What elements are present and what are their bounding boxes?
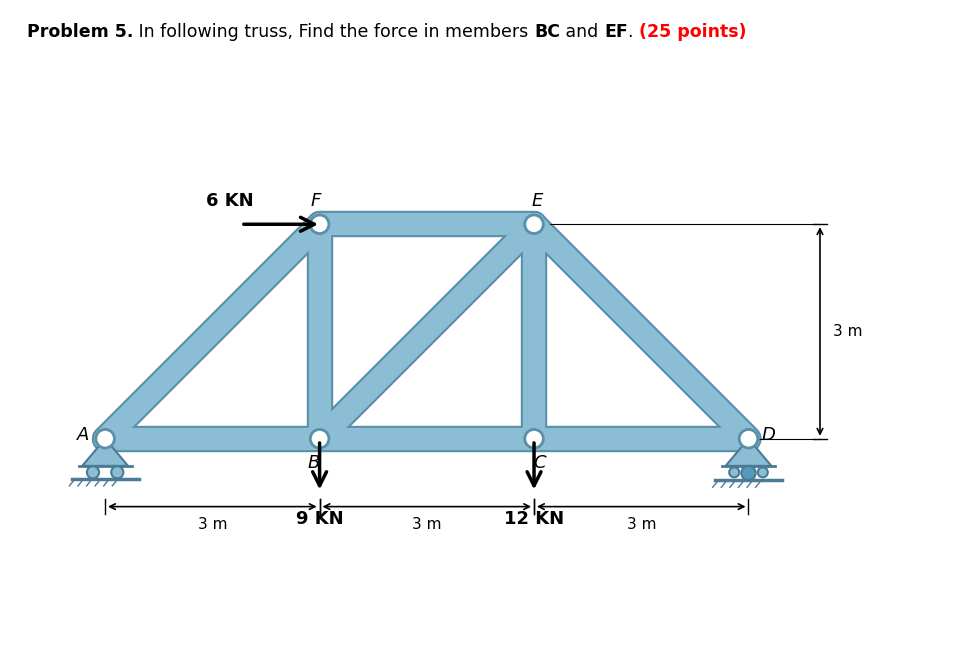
- Text: F: F: [311, 192, 321, 210]
- Text: 9 KN: 9 KN: [296, 510, 344, 528]
- Circle shape: [758, 468, 768, 477]
- Text: 12 KN: 12 KN: [504, 510, 564, 528]
- Circle shape: [96, 430, 114, 448]
- Polygon shape: [82, 439, 128, 466]
- Text: 3 m: 3 m: [626, 517, 656, 532]
- Circle shape: [311, 215, 329, 234]
- Circle shape: [525, 215, 543, 234]
- Text: .: .: [627, 23, 639, 41]
- Text: 6 KN: 6 KN: [206, 192, 254, 210]
- Circle shape: [741, 466, 756, 480]
- Polygon shape: [726, 439, 771, 466]
- Text: 3 m: 3 m: [197, 517, 227, 532]
- Text: B: B: [308, 454, 320, 472]
- Circle shape: [111, 466, 123, 479]
- Text: C: C: [533, 454, 546, 472]
- Circle shape: [729, 468, 740, 477]
- Circle shape: [311, 430, 329, 448]
- Text: (25 points): (25 points): [639, 23, 746, 41]
- Circle shape: [525, 430, 543, 448]
- Text: E: E: [532, 192, 543, 210]
- Circle shape: [87, 466, 99, 479]
- Text: 3 m: 3 m: [832, 324, 862, 339]
- Text: BC: BC: [534, 23, 560, 41]
- Text: Problem 5.: Problem 5.: [27, 23, 134, 41]
- Text: EF: EF: [604, 23, 627, 41]
- Text: 3 m: 3 m: [412, 517, 441, 532]
- Text: A: A: [77, 426, 89, 444]
- Text: D: D: [762, 426, 775, 444]
- Text: In following truss, Find the force in members: In following truss, Find the force in me…: [134, 23, 534, 41]
- Text: and: and: [560, 23, 604, 41]
- Circle shape: [740, 430, 758, 448]
